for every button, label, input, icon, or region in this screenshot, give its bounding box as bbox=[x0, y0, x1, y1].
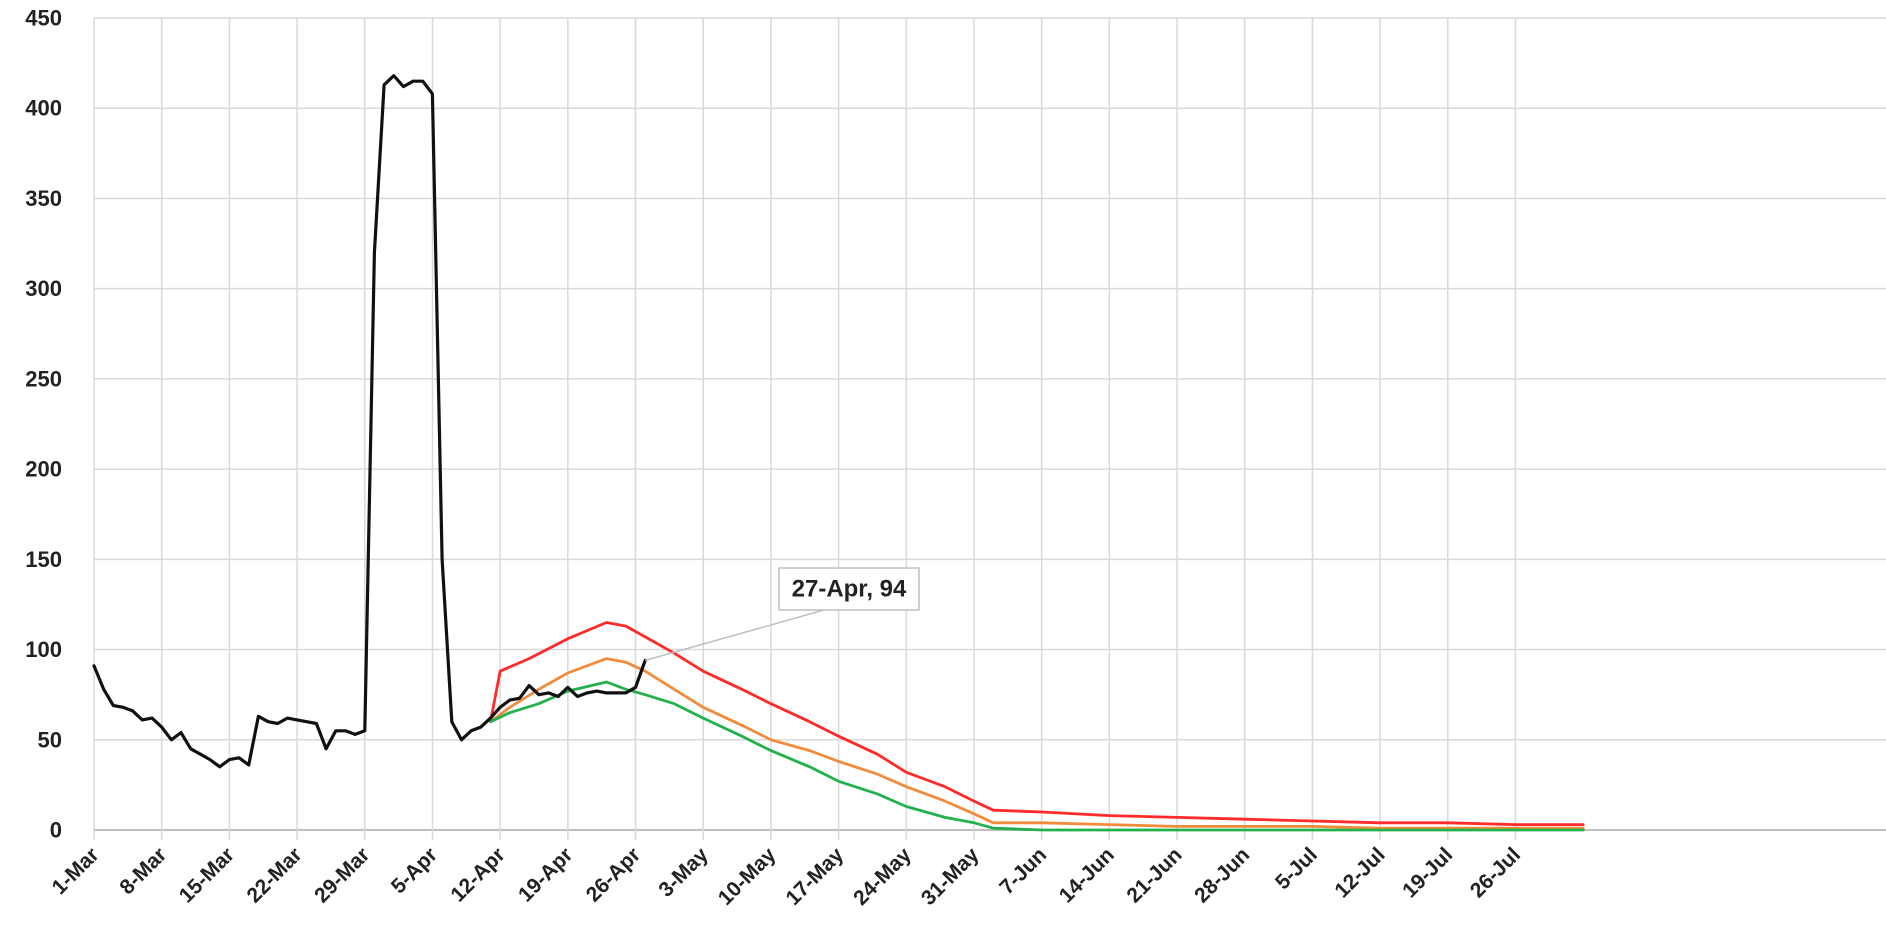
series-line bbox=[489, 621, 1585, 826]
x-tick-label: 26-Jul bbox=[1466, 843, 1525, 902]
x-tick-label: 12-Apr bbox=[446, 843, 509, 906]
y-tick-label: 250 bbox=[25, 366, 62, 391]
x-tick-label: 5-Jul bbox=[1271, 843, 1322, 894]
callout-label: 27-Apr, 94 bbox=[792, 576, 907, 603]
series-lines bbox=[92, 74, 1585, 832]
y-tick-label: 200 bbox=[25, 457, 62, 482]
x-tick-label: 7-Jun bbox=[995, 843, 1051, 899]
x-tick-label: 21-Jun bbox=[1122, 843, 1186, 907]
y-tick-label: 150 bbox=[25, 547, 62, 572]
y-tick-label: 400 bbox=[25, 96, 62, 121]
x-tick-label: 15-Mar bbox=[175, 843, 239, 907]
x-tick-label: 22-Mar bbox=[242, 843, 306, 907]
y-tick-label: 100 bbox=[25, 637, 62, 662]
y-tick-label: 350 bbox=[25, 186, 62, 211]
x-tick-label: 31-May bbox=[917, 843, 984, 910]
series-line bbox=[92, 74, 647, 769]
y-tick-label: 50 bbox=[38, 727, 62, 752]
y-tick-label: 450 bbox=[25, 6, 62, 31]
y-axis-tick-labels: 0 50 100 150 200 250 300 350 400 450 bbox=[25, 6, 62, 843]
series-line bbox=[489, 657, 1585, 830]
series-line bbox=[489, 680, 1585, 832]
x-tick-label: 10-May bbox=[714, 843, 781, 910]
annotation-callout: 27-Apr, 94 bbox=[644, 567, 920, 662]
callout-box bbox=[778, 567, 920, 611]
x-tick-label: 8-Mar bbox=[115, 843, 171, 899]
x-tick-label: 19-Apr bbox=[514, 843, 577, 906]
x-tick-label: 19-Jul bbox=[1398, 843, 1457, 902]
y-tick-label: 300 bbox=[25, 276, 62, 301]
x-tick-label: 1-Mar bbox=[48, 843, 104, 899]
x-tick-label: 26-Apr bbox=[582, 843, 645, 906]
x-tick-label: 28-Jun bbox=[1190, 843, 1254, 907]
y-tick-label: 0 bbox=[50, 818, 62, 843]
x-tick-label: 3-May bbox=[654, 843, 713, 902]
x-tick-label: 17-May bbox=[782, 843, 849, 910]
callout-pointer bbox=[644, 609, 825, 662]
x-tick-label: 24-May bbox=[849, 843, 916, 910]
x-tick-label: 14-Jun bbox=[1055, 843, 1119, 907]
grid-lines bbox=[93, 17, 1886, 840]
x-axis-tick-labels: 1-Mar 8-Mar 15-Mar 22-Mar 29-Mar 5-Apr 12-Apr 1… bbox=[48, 843, 1525, 910]
x-tick-label: 29-Mar bbox=[310, 843, 374, 907]
x-tick-label: 5-Apr bbox=[387, 843, 442, 898]
x-tick-label: 12-Jul bbox=[1330, 843, 1389, 902]
